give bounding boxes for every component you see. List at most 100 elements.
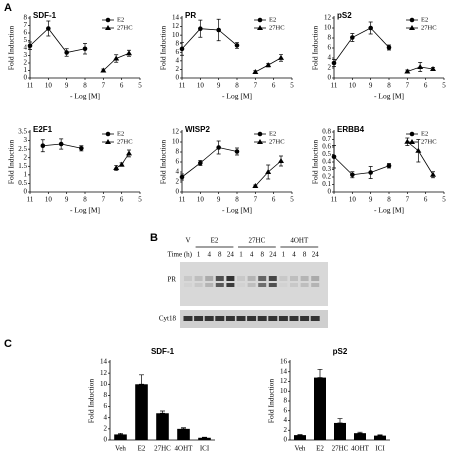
chart-title: PR [185,11,196,20]
y-tick-label: 2 [328,64,332,72]
band [268,276,277,281]
series-line [181,147,238,178]
x-tick-label: E2 [316,445,324,453]
y-tick-label: 0.7 [322,135,331,143]
y-tick-label: 6 [24,29,28,37]
legend-marker [409,131,415,137]
legend-label: E2 [269,130,276,137]
y-tick-label: 4 [328,54,332,62]
x-axis-label: - Log [M] [70,206,100,215]
band [205,283,214,287]
y-axis-label: Fold Induction [267,379,276,424]
series-line [333,156,390,176]
y-tick-label: 14 [172,14,180,22]
band [310,316,320,321]
legend-marker [409,17,415,23]
x-tick-label: 4OHT [175,445,194,453]
y-tick-label: 0.8 [322,128,331,136]
y-tick-label: 8 [176,148,180,156]
group-label: E2 [211,237,219,245]
y-axis-label: Fold Induction [311,26,320,71]
x-tick-label: 7 [406,196,410,204]
marker [278,158,284,163]
band [247,283,256,287]
y-tick-label: 4 [176,56,180,64]
x-tick-label: 7 [406,82,410,90]
band [183,316,193,321]
time-label: 4 [207,251,211,259]
legend-marker [257,17,263,23]
time-label: 8 [218,251,222,259]
band [184,283,192,287]
y-tick-label: 0 [284,436,288,444]
x-tick-label: E2 [138,445,146,453]
band [290,276,298,281]
band [300,276,309,281]
band [215,316,225,321]
y-axis-label: Fold Induction [7,140,16,185]
x-axis-label: - Log [M] [374,92,404,101]
y-tick-label: 6 [104,402,108,410]
band [279,276,288,281]
legend-label: E2 [269,16,276,23]
y-tick-label: 16 [280,358,288,366]
y-tick-label: 12 [172,128,180,136]
band [289,316,299,321]
band [184,276,192,281]
y-tick-label: 2 [104,424,108,432]
group-label: 4OHT [290,237,309,245]
x-tick-label: 8 [83,82,87,90]
time-label: 4 [292,251,296,259]
legend-marker [257,139,263,144]
marker [126,150,132,156]
legend-label: 27HC [421,138,437,145]
marker [79,145,84,151]
band [300,316,310,321]
marker [386,45,392,50]
marker [278,54,284,60]
panel-label: A [4,2,12,14]
x-tick-label: 7 [254,82,258,90]
x-tick-label: 5 [138,82,142,90]
x-tick-label: ICI [200,445,210,453]
time-label: 24 [269,251,277,259]
band [194,276,203,281]
legend-marker [257,131,263,137]
y-tick-label: 2 [284,426,288,434]
x-tick-label: 7 [254,196,258,204]
band [205,276,214,281]
x-tick-label: 10 [349,82,357,90]
y-tick-label: 4 [284,416,288,424]
y-tick-label: 0.2 [322,173,331,181]
x-tick-label: ICI [375,445,385,453]
x-tick-label: Veh [295,445,306,453]
y-tick-label: 0.5 [322,150,331,158]
marker [113,55,120,61]
time-label: 1 [197,251,201,259]
x-tick-label: 8 [235,82,239,90]
marker [216,27,221,33]
marker [64,50,69,55]
bar [156,413,169,440]
x-tick-label: 5 [138,196,142,204]
marker [430,66,436,71]
x-tick-label: 5 [442,82,446,90]
marker [252,69,259,74]
x-tick-label: 9 [65,196,69,204]
legend-label: 27HC [269,138,285,145]
y-tick-label: 4 [24,44,28,52]
band [215,276,224,281]
legend-marker [257,25,263,30]
band [311,283,320,287]
time-label: 24 [227,251,235,259]
legend-marker [105,139,111,144]
y-tick-label: 0.3 [322,165,331,173]
error-bar [202,436,207,439]
time-label: 8 [303,251,307,259]
legend-label: 27HC [269,24,285,31]
legend-marker [105,25,111,30]
y-tick-label: 12 [280,377,288,385]
y-tick-label: 6 [176,48,180,56]
legend-marker [409,25,415,30]
